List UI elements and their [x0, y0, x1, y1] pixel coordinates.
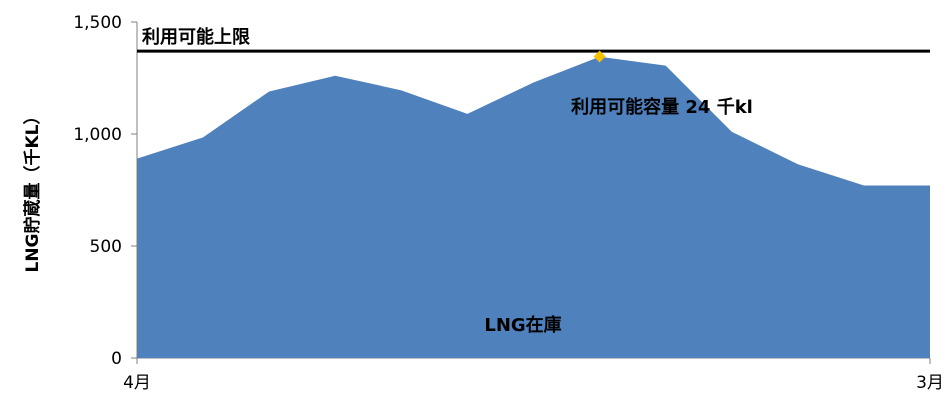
- y-tick-label: 1,000: [73, 125, 122, 145]
- x-tick-label: 3月: [916, 373, 944, 393]
- reference-layer: [137, 49, 930, 63]
- area-series-label: LNG在庫: [484, 314, 561, 336]
- peak-marker: [593, 50, 606, 63]
- y-axis-title: LNG貯蔵量（千KL）: [22, 107, 43, 272]
- labels-layer: 0 500 1,000 1,500 4月 3月 LNG貯蔵量（千KL） 利用可能上限利用可能容…: [22, 13, 944, 393]
- y-tick-label: 500: [90, 237, 122, 257]
- reference-line-label: 利用可能上限: [142, 26, 251, 48]
- y-tick-label: 0: [111, 349, 122, 369]
- available-capacity-label: 利用可能容量 24 千kl: [571, 96, 753, 118]
- area-layer: [137, 56, 930, 358]
- x-tick-label: 4月: [123, 373, 151, 393]
- series-area-lng-inventory: [137, 56, 930, 358]
- y-tick-label: 1,500: [73, 13, 122, 33]
